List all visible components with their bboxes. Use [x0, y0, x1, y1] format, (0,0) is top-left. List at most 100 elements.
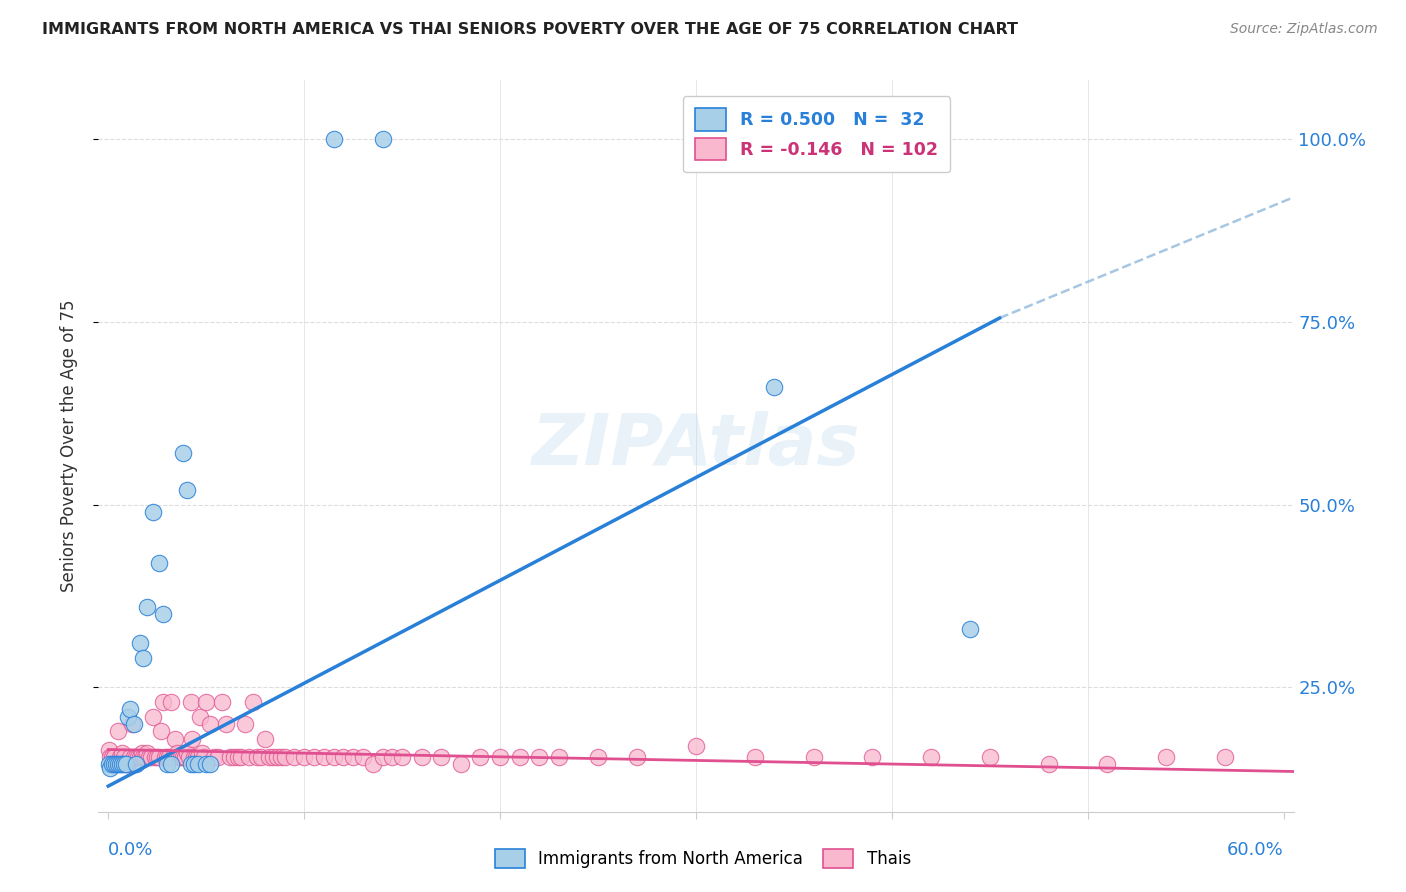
Point [112, 749, 135, 764]
Point [547, 749, 569, 764]
Point [198, 717, 221, 731]
Point [202, 749, 225, 764]
Point [117, 709, 139, 723]
Point [98, 742, 121, 756]
Point [179, 695, 201, 709]
Point [172, 446, 194, 460]
Point [332, 749, 354, 764]
Point [270, 749, 292, 764]
Point [167, 749, 190, 764]
Point [115, 757, 138, 772]
Point [121, 717, 143, 731]
Point [381, 749, 404, 764]
Point [920, 749, 942, 764]
Point [101, 749, 124, 764]
Point [152, 607, 174, 622]
Text: 0.0%: 0.0% [108, 841, 153, 859]
Point [322, 132, 344, 146]
Point [187, 757, 209, 772]
Point [112, 757, 135, 772]
Point [371, 132, 394, 146]
Point [160, 757, 183, 772]
Point [124, 757, 146, 772]
Point [207, 749, 229, 764]
Point [153, 749, 176, 764]
Point [148, 749, 170, 764]
Point [148, 556, 170, 570]
Point [361, 757, 384, 772]
Text: ZIPAtlas: ZIPAtlas [531, 411, 860, 481]
Point [430, 749, 453, 764]
Point [959, 622, 981, 636]
Point [250, 749, 273, 764]
Point [1038, 757, 1060, 772]
Point [105, 757, 128, 772]
Point [103, 757, 125, 772]
Point [108, 757, 131, 772]
Point [626, 749, 648, 764]
Point [101, 757, 124, 772]
Point [470, 749, 492, 764]
Point [685, 739, 707, 753]
Point [744, 749, 766, 764]
Point [187, 749, 209, 764]
Point [166, 746, 188, 760]
Point [803, 749, 825, 764]
Point [115, 757, 138, 772]
Point [262, 749, 284, 764]
Text: 60.0%: 60.0% [1227, 841, 1284, 859]
Point [108, 749, 131, 764]
Point [136, 746, 159, 760]
Point [322, 749, 344, 764]
Point [411, 749, 433, 764]
Point [238, 749, 260, 764]
Point [979, 749, 1001, 764]
Point [302, 749, 325, 764]
Point [763, 380, 786, 394]
Point [103, 749, 125, 764]
Point [122, 749, 145, 764]
Point [292, 749, 315, 764]
Point [177, 749, 200, 764]
Legend: Immigrants from North America, Thais: Immigrants from North America, Thais [488, 842, 918, 875]
Point [156, 757, 179, 772]
Point [142, 505, 165, 519]
Point [172, 749, 194, 764]
Point [183, 757, 205, 772]
Point [529, 749, 551, 764]
Point [105, 757, 128, 772]
Point [489, 749, 512, 764]
Point [186, 749, 208, 764]
Point [231, 749, 253, 764]
Point [195, 695, 218, 709]
Point [132, 651, 155, 665]
Point [124, 749, 146, 764]
Point [160, 695, 183, 709]
Point [131, 746, 153, 760]
Point [170, 749, 193, 764]
Point [138, 749, 160, 764]
Point [242, 695, 264, 709]
Point [246, 749, 269, 764]
Text: Source: ZipAtlas.com: Source: ZipAtlas.com [1230, 22, 1378, 37]
Point [127, 749, 149, 764]
Point [371, 749, 394, 764]
Point [157, 749, 180, 764]
Point [132, 749, 155, 764]
Point [176, 483, 198, 497]
Point [257, 749, 280, 764]
Point [150, 724, 173, 739]
Point [98, 757, 121, 772]
Point [98, 749, 121, 764]
Point [222, 749, 245, 764]
Point [191, 746, 214, 760]
Point [107, 724, 129, 739]
Point [111, 746, 134, 760]
Point [198, 757, 221, 772]
Point [509, 749, 531, 764]
Y-axis label: Seniors Poverty Over the Age of 75: Seniors Poverty Over the Age of 75 [59, 300, 77, 592]
Point [235, 717, 257, 731]
Point [211, 695, 233, 709]
Point [273, 749, 295, 764]
Point [122, 717, 145, 731]
